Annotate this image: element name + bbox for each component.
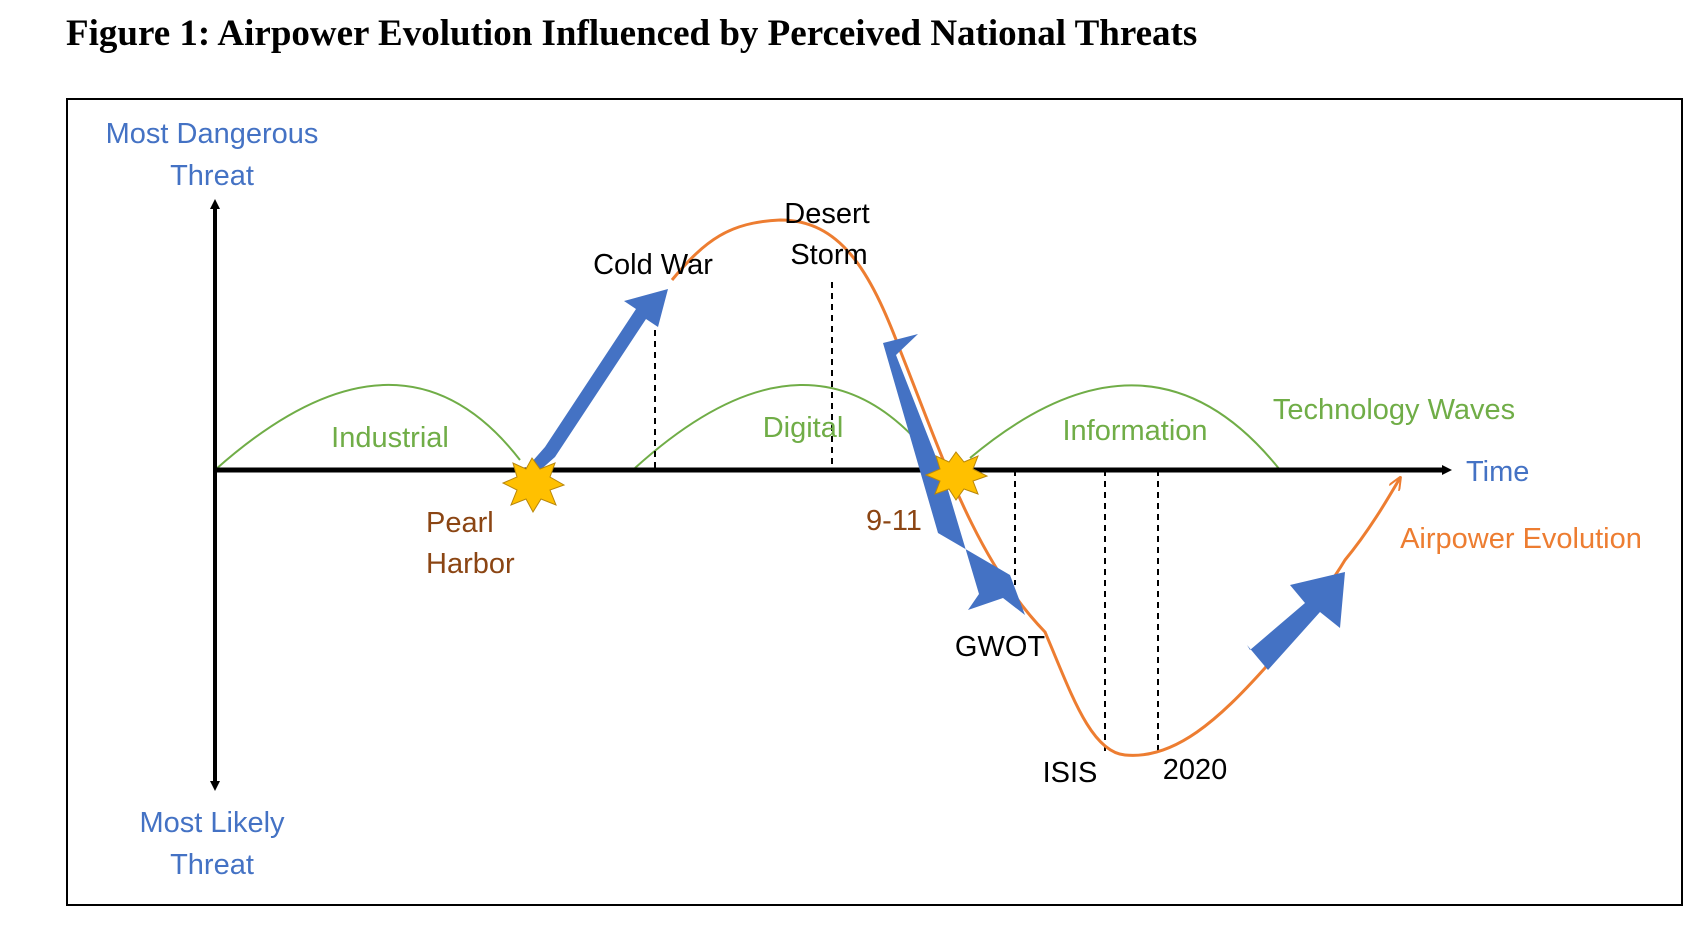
wave-label-industrial: Industrial xyxy=(331,422,449,454)
figure-frame xyxy=(66,98,1683,906)
wave-digital-curve xyxy=(634,384,936,469)
event-label-desert-line1: Desert xyxy=(784,198,869,230)
pearl-harbor-burst xyxy=(501,457,566,514)
gwot-block-arrow xyxy=(883,334,1025,615)
event-label-isis: ISIS xyxy=(1043,757,1098,789)
wave-label-information: Information xyxy=(1062,415,1207,447)
airpower-evolution-curve xyxy=(670,218,1400,757)
nine-eleven-burst xyxy=(924,451,989,501)
wave-information-curve xyxy=(969,384,1281,471)
cold-war-block-arrow xyxy=(523,289,668,480)
shock-label-nine-eleven: 9-11 xyxy=(866,505,922,537)
x-axis-label: Time xyxy=(1466,456,1529,488)
shock-label-pearl: Pearl xyxy=(426,507,494,539)
y-axis-top-label-line1: Most Dangerous xyxy=(106,118,319,150)
airpower-evolution-label: Airpower Evolution xyxy=(1400,523,1642,555)
y-axis-bottom-label-line1: Most Likely xyxy=(139,807,285,839)
shock-label-harbor: Harbor xyxy=(426,548,515,580)
event-label-cold-war: Cold War xyxy=(593,249,713,281)
event-label-storm-line2: Storm xyxy=(790,239,867,271)
event-label-2020: 2020 xyxy=(1163,754,1228,786)
wave-industrial-curve xyxy=(214,384,521,471)
y-axis-top-label-line2: Threat xyxy=(170,160,254,192)
year-2020-block-arrow xyxy=(1247,572,1345,670)
y-axis-bottom-label-line2: Threat xyxy=(170,849,254,881)
technology-waves-label: Technology Waves xyxy=(1273,394,1515,426)
figure-title: Figure 1: Airpower Evolution Influenced … xyxy=(66,13,1198,54)
event-label-gwot: GWOT xyxy=(955,631,1045,663)
wave-label-digital: Digital xyxy=(763,412,844,444)
